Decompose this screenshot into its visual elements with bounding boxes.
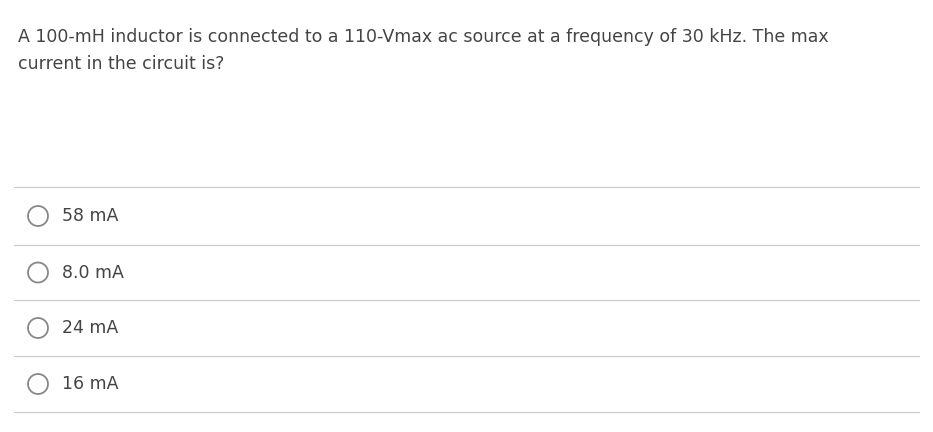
Text: current in the circuit is?: current in the circuit is? (18, 55, 224, 73)
Text: 8.0 mA: 8.0 mA (62, 264, 124, 282)
Text: 58 mA: 58 mA (62, 207, 118, 225)
Text: A 100-mH inductor is connected to a 110-Vmax ac source at a frequency of 30 kHz.: A 100-mH inductor is connected to a 110-… (18, 28, 829, 46)
Text: 24 mA: 24 mA (62, 319, 118, 337)
Text: 16 mA: 16 mA (62, 375, 118, 393)
